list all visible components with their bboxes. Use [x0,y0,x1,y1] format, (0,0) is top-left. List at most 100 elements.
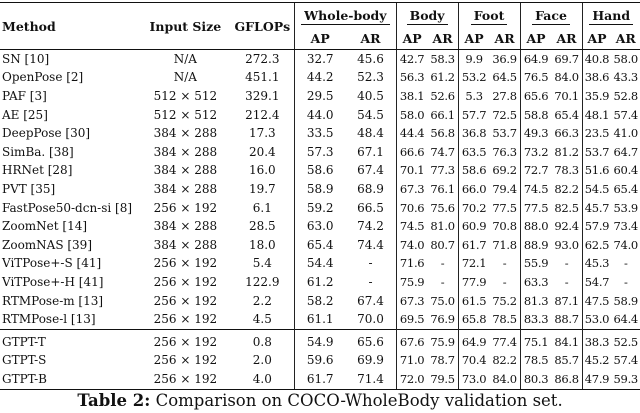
cell-method: PAF [3] [2,88,47,103]
cell-wholebody-ar: 54.5 [357,107,384,122]
cell-foot-ar: 36.9 [492,51,517,66]
cell-foot-ar: 72.5 [492,107,517,122]
cell-hand-ap: 53.0 [581,310,612,330]
cell-body-ar: 66.1 [430,107,455,122]
header-row-groups: Method Input Size GFLOPs Whole-body Body… [0,2,640,50]
cell-face-ar: - [564,274,569,289]
cell-method: OpenPose [2] [2,70,84,85]
cell-gflops: 20.4 [248,144,276,159]
cell-body-ap: 42.7 [395,49,428,69]
cell-input-size: 256 × 192 [153,293,218,308]
table-body-gtpt: GTPT-T 256 × 192 0.8 54.9 65.6 67.6 75.9 64.9 77… [0,328,640,390]
cell-gflops: 0.8 [230,328,295,352]
cell-foot-ar: 70.8 [492,219,517,234]
cell-wholebody-ar: 74.2 [357,219,384,234]
cell-hand-ar: 59.3 [611,370,640,390]
cell-foot-ar: - [502,274,507,289]
cell-foot-ap: 63.5 [457,142,490,162]
cell-body-ap: 74.0 [395,235,428,255]
cell-input-size: 384 × 288 [153,126,218,141]
cell-face-ap: 80.3 [519,370,552,390]
cell-hand-ar: 65.4 [613,181,639,196]
cell-foot-ar: 76.3 [492,144,517,159]
cell-gflops: 17.3 [248,126,276,141]
table-row: ZoomNet [14] 384 × 288 28.5 63.0 74.2 74.5 81.… [0,217,640,236]
cell-hand-ap: 47.5 [581,291,612,311]
cell-hand-ar: 43.3 [613,70,639,85]
cell-hand-ap: 48.1 [581,105,612,125]
cell-wholebody-ar: 74.4 [357,237,384,252]
cell-face-ap: 49.3 [519,124,552,143]
results-table: Method Input Size GFLOPs Whole-body Body… [0,2,640,390]
cell-method: GTPT-B [0,370,141,390]
table-row: SimBa. [38] 384 × 288 20.4 57.3 67.1 66.6 74.7… [0,142,640,162]
cell-gflops: 19.7 [248,181,276,196]
cell-body-ar: - [440,274,445,289]
cell-wholebody-ap: 61.2 [294,273,346,292]
cell-face-ap: 77.5 [519,198,552,218]
header-ap: AP [519,27,552,50]
cell-hand-ar: - [623,256,628,271]
cell-face-ap: 76.5 [519,68,552,88]
cell-wholebody-ar: 52.3 [357,70,384,85]
cell-wholebody-ap: 59.2 [294,198,346,218]
cell-body-ar: 52.6 [430,88,455,103]
header-ar: AR [345,27,397,50]
cell-face-ap: 75.1 [519,328,552,352]
cell-body-ap: 75.9 [395,273,428,292]
table-row: RTMPose-m [13] 256 × 192 2.2 58.2 67.4 67.3 75… [0,291,640,311]
cell-foot-ap: 65.8 [457,310,490,330]
cell-face-ap: 73.2 [519,142,552,162]
cell-gflops: 329.1 [245,88,280,103]
cell-foot-ar: 75.2 [492,293,517,308]
cell-face-ar: 88.7 [554,312,579,327]
cell-wholebody-ar: 40.5 [357,88,384,103]
header-input-size: Input Size [140,2,231,50]
cell-hand-ar: 52.8 [613,88,639,103]
cell-method: DeepPose [30] [2,126,91,141]
cell-hand-ar: 52.5 [611,328,640,352]
cell-face-ar: 84.1 [551,328,583,352]
cell-foot-ar: - [502,256,507,271]
cell-foot-ap: 66.0 [457,180,490,199]
cell-foot-ap: 61.7 [457,235,490,255]
cell-foot-ap: 5.3 [457,87,490,106]
cell-face-ar: 65.4 [554,107,579,122]
cell-wholebody-ar: 67.4 [357,293,384,308]
cell-wholebody-ap: 44.2 [294,68,346,88]
cell-body-ap: 67.6 [395,328,428,352]
cell-wholebody-ar: 48.4 [357,126,384,141]
cell-foot-ap: 73.0 [457,370,490,390]
header-ar: AR [551,27,583,50]
cell-hand-ap: 38.3 [581,328,612,352]
cell-input-size: 384 × 288 [153,219,218,234]
cell-body-ap: 74.5 [395,217,428,236]
cell-foot-ar: 82.2 [492,353,517,368]
cell-wholebody-ap: 58.2 [294,291,346,311]
table-row: ZoomNAS [39] 384 × 288 18.0 65.4 74.4 74.0 80.… [0,235,640,255]
cell-method: ViTPose+-S [41] [2,256,102,271]
cell-gflops: 6.1 [252,200,272,215]
cell-body-ap: 66.6 [395,142,428,162]
header-ap: AP [395,27,428,50]
header-group-foot: Foot [457,2,521,27]
cell-body-ap: 58.0 [395,105,428,125]
cell-wholebody-ap: 59.6 [294,351,346,371]
cell-body-ap: 70.6 [395,198,428,218]
cell-foot-ar: 71.8 [492,237,517,252]
cell-hand-ap: 51.6 [581,161,612,181]
cell-foot-ar: 79.4 [492,181,517,196]
cell-body-ar: 76.1 [430,181,455,196]
cell-input-size: N/A [173,70,197,85]
cell-body-ap: 71.0 [395,351,428,371]
cell-input-size: 256 × 192 [153,312,218,327]
cell-body-ar: 77.3 [430,163,455,178]
cell-hand-ap: 54.7 [581,273,612,292]
cell-foot-ap: 77.9 [457,273,490,292]
cell-method: PVT [35] [2,181,56,196]
cell-input-size: 256 × 192 [153,353,218,368]
cell-body-ar: 81.0 [430,219,455,234]
cell-body-ap: 38.1 [395,87,428,106]
table-row: PVT [35] 384 × 288 19.7 58.9 68.9 67.3 76.1 66.… [0,180,640,199]
cell-hand-ap: 57.9 [581,217,612,236]
